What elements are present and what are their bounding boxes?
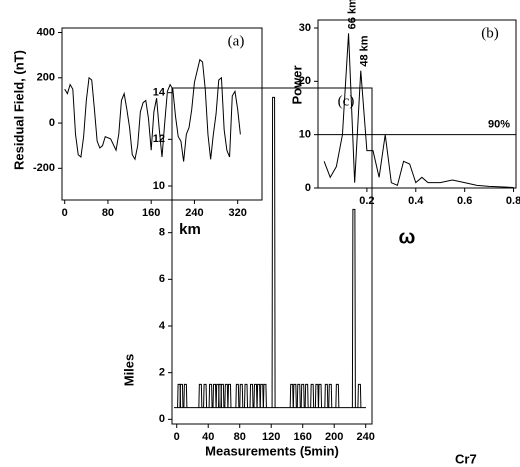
spike <box>203 383 208 408</box>
x-axis-title: Measurements (5min) <box>205 443 339 458</box>
y-tick-label: 4 <box>159 320 166 332</box>
x-tick-label: 120 <box>262 431 280 443</box>
spike <box>292 383 297 408</box>
spike <box>179 383 184 408</box>
y-tick-label: 400 <box>37 26 55 38</box>
x-tick-label: 160 <box>294 431 312 443</box>
spike <box>249 383 254 408</box>
y-tick-label: 10 <box>153 180 165 192</box>
spike <box>208 383 213 408</box>
spike <box>357 383 362 408</box>
spike <box>271 96 276 408</box>
x-tick-label: 0 <box>62 207 68 219</box>
y-tick-label: 2 <box>159 367 165 379</box>
x-axis-title: ω <box>399 226 416 248</box>
data-line <box>323 33 514 188</box>
x-tick-label: 40 <box>202 431 214 443</box>
spike <box>256 383 261 408</box>
spike <box>227 383 232 408</box>
plot-frame <box>171 87 373 425</box>
y-tick-label: 10 <box>299 129 311 141</box>
y-axis-title: Power <box>289 65 304 104</box>
spike <box>289 383 294 408</box>
spike <box>328 383 333 408</box>
x-tick-label: 0.2 <box>359 195 374 207</box>
panel-label: (b) <box>481 25 499 41</box>
panel-label: (a) <box>228 33 245 49</box>
spike <box>235 383 240 408</box>
spike <box>296 383 301 408</box>
spike <box>220 383 225 408</box>
plot-frame <box>61 27 263 201</box>
spike <box>259 383 264 408</box>
spike <box>314 383 319 408</box>
x-tick-label: 0.4 <box>408 195 424 207</box>
y-tick-label: 12 <box>153 133 165 145</box>
plot-frame <box>317 19 517 189</box>
y-axis-title: Residual Field, (nT) <box>11 50 26 170</box>
x-tick-label: 0 <box>174 431 180 443</box>
spike <box>244 383 249 408</box>
y-tick-label: 200 <box>37 72 55 84</box>
spike <box>262 383 267 408</box>
y-tick-label: 6 <box>159 273 165 285</box>
x-tick-label: 200 <box>325 431 343 443</box>
y-tick-label: 30 <box>299 22 311 34</box>
x-tick-label: 240 <box>185 207 203 219</box>
spike <box>335 383 340 408</box>
spike <box>304 383 309 408</box>
spike <box>224 383 229 408</box>
x-axis-title: km <box>179 221 201 238</box>
y-tick-label: -200 <box>33 162 55 174</box>
x-tick-label: 160 <box>142 207 160 219</box>
data-line <box>64 58 241 162</box>
y-tick-label: 0 <box>159 413 165 425</box>
spike <box>351 208 356 408</box>
peak-annotation: 48 km <box>359 35 371 66</box>
spike <box>239 383 244 408</box>
spike <box>212 383 217 408</box>
x-tick-label: 0.8 <box>506 195 520 207</box>
y-tick-label: 20 <box>299 75 311 87</box>
y-tick-label: 8 <box>159 227 165 239</box>
y-tick-label: 0 <box>49 117 55 129</box>
spike <box>300 383 305 408</box>
peak-annotation: 66 km <box>346 0 358 29</box>
y-axis-title: Miles <box>121 354 136 387</box>
x-tick-label: 80 <box>102 207 114 219</box>
threshold-label: 90% <box>488 119 510 131</box>
x-tick-label: 80 <box>234 431 246 443</box>
spike <box>253 383 258 408</box>
figure-label: Cr7 <box>455 451 477 466</box>
spike <box>318 383 323 408</box>
x-tick-label: 320 <box>228 207 246 219</box>
y-tick-label: 14 <box>153 87 166 99</box>
x-tick-label: 240 <box>357 431 375 443</box>
spike <box>310 383 315 408</box>
panel-label: (c) <box>338 93 355 109</box>
y-tick-label: 0 <box>305 182 311 194</box>
spike <box>198 383 203 408</box>
x-tick-label: 0.6 <box>457 195 472 207</box>
spike <box>324 383 329 408</box>
spike <box>183 383 188 408</box>
